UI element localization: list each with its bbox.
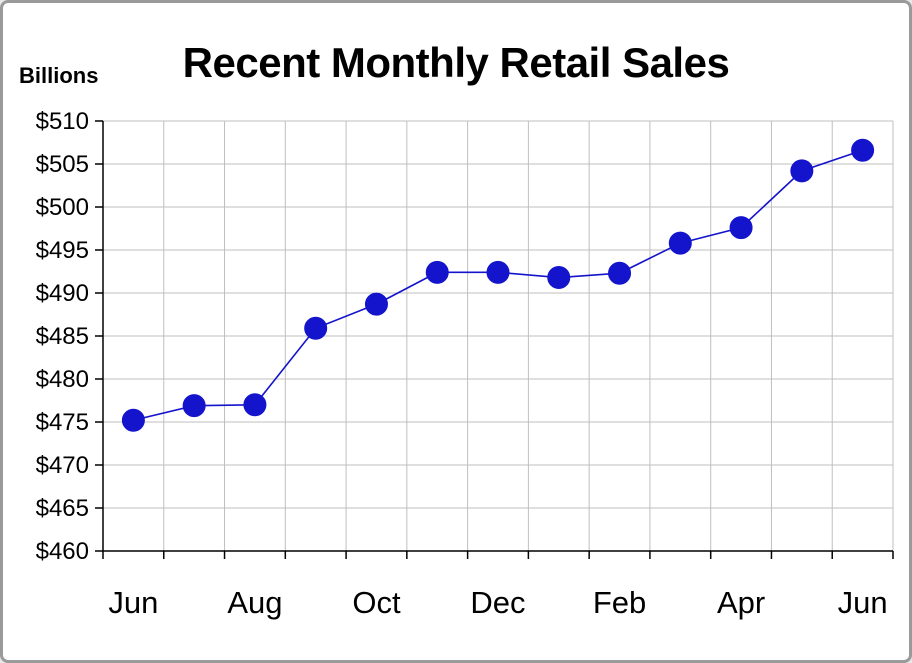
series-line — [133, 149, 863, 422]
y-tick-label: $495 — [36, 237, 89, 264]
data-point — [425, 260, 449, 284]
y-tick-label: $480 — [36, 366, 89, 393]
data-point — [851, 138, 875, 162]
data-point — [608, 261, 632, 285]
y-axis-title: Billions — [19, 63, 99, 88]
y-tick-label: $460 — [36, 538, 89, 565]
y-tick-label: $500 — [36, 194, 89, 221]
x-tick-label: Oct — [352, 585, 401, 620]
data-point — [668, 231, 692, 255]
y-tick-label: $485 — [36, 323, 89, 350]
x-tick-label: Jun — [108, 585, 158, 620]
x-tick-label: Jun — [838, 585, 888, 620]
y-tick-label: $510 — [36, 108, 89, 135]
y-tick-label: $505 — [36, 151, 89, 178]
data-point — [729, 216, 753, 240]
y-tick-label: $475 — [36, 409, 89, 436]
y-tick-label: $490 — [36, 280, 89, 307]
data-point — [486, 260, 510, 284]
y-tick-label: $470 — [36, 452, 89, 479]
data-point — [304, 316, 328, 340]
data-point — [547, 266, 571, 290]
data-point — [182, 394, 206, 418]
chart-plot: $460 $465 $470 $475 $480 $485 $490 $495 $500 $505… — [36, 108, 894, 620]
y-tick-label: $465 — [36, 495, 89, 522]
chart-title: Recent Monthly Retail Sales — [182, 39, 730, 86]
x-tick-label: Feb — [593, 585, 646, 620]
data-point — [364, 292, 388, 316]
data-point — [790, 159, 814, 183]
data-point — [121, 408, 145, 432]
data-point — [243, 393, 267, 417]
x-tick-label: Apr — [717, 585, 765, 620]
x-tick-label: Aug — [227, 585, 282, 620]
x-tick-label: Dec — [470, 585, 525, 620]
